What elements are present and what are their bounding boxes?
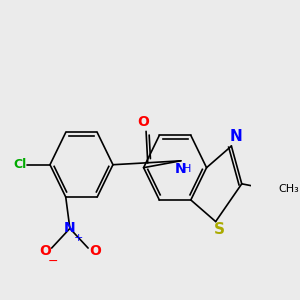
Text: CH₃: CH₃	[278, 184, 299, 194]
Text: −: −	[48, 255, 58, 268]
Text: N: N	[175, 162, 187, 176]
Text: N: N	[64, 221, 76, 236]
Text: O: O	[89, 244, 101, 258]
Text: H: H	[183, 164, 192, 174]
Text: N: N	[229, 129, 242, 144]
Text: +: +	[74, 233, 83, 243]
Text: O: O	[39, 244, 51, 258]
Text: S: S	[214, 222, 225, 237]
Text: O: O	[137, 115, 149, 128]
Text: Cl: Cl	[14, 158, 27, 171]
